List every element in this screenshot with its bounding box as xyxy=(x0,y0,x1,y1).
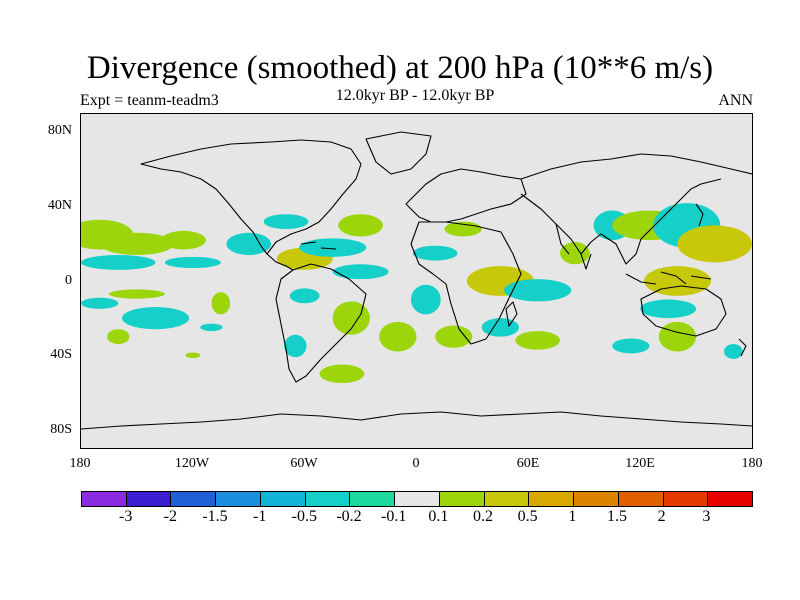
colorbar-swatch xyxy=(126,492,172,506)
divergence-contour-cyan xyxy=(263,214,309,230)
colorbar-label: -0.5 xyxy=(291,508,317,525)
divergence-contour-cyan xyxy=(481,318,520,337)
divergence-contour-green xyxy=(338,214,383,237)
divergence-contour-cyan xyxy=(284,334,307,358)
coast-new-zealand xyxy=(738,338,747,357)
colorbar-label: -1.5 xyxy=(202,508,228,525)
colorbar-swatch xyxy=(216,492,261,506)
x-tick-label: 120E xyxy=(625,456,655,471)
coast-india xyxy=(555,223,592,270)
coastlines xyxy=(81,131,752,430)
divergence-contour-green xyxy=(332,301,370,335)
divergence-contour-cyan xyxy=(412,245,458,261)
colorbar-swatch xyxy=(618,492,664,506)
y-tick-label: 0 xyxy=(65,273,72,288)
colorbar-label: 1 xyxy=(568,508,577,525)
coast-asia xyxy=(520,153,752,265)
divergence-contour-green xyxy=(108,289,165,299)
colorbar-swatch xyxy=(171,492,217,506)
coast-north-america xyxy=(140,139,362,255)
colorbar-label: 0.2 xyxy=(473,508,493,525)
colorbar-swatch xyxy=(82,492,127,506)
x-tick-label: 60E xyxy=(516,456,540,471)
x-tick-label: 180 xyxy=(741,456,763,471)
colorbar-swatch xyxy=(305,492,351,506)
divergence-contour-green xyxy=(185,352,201,359)
coast-central-america xyxy=(266,253,294,271)
experiment-label: Expt = teanm-teadm3 xyxy=(80,92,219,109)
y-tick-label: 40N xyxy=(47,198,72,213)
divergence-contour-cyan xyxy=(289,288,320,304)
colorbar-label: -0.2 xyxy=(336,508,362,525)
divergence-contour-yellow xyxy=(677,225,752,263)
coast-antarctica xyxy=(81,411,752,430)
colorbar-label: -0.1 xyxy=(380,508,407,525)
coast-caribbean xyxy=(300,241,337,250)
divergence-contour-green xyxy=(379,321,417,352)
colorbar-label: 3 xyxy=(702,508,711,525)
colorbar-label: 1.5 xyxy=(607,508,627,525)
colorbar-label: -2 xyxy=(163,508,177,525)
colorbar-swatch xyxy=(663,492,709,506)
period-label: ANN xyxy=(718,92,753,109)
coast-south-america xyxy=(275,263,367,383)
divergence-contour-green xyxy=(107,329,130,345)
divergence-contour-cyan xyxy=(612,338,650,354)
colorbar-label: 0.1 xyxy=(428,508,449,525)
divergence-contour-green xyxy=(319,364,365,384)
x-tick-label: 120W xyxy=(174,456,210,471)
divergence-contour-cyan xyxy=(200,323,223,332)
colorbar-swatch xyxy=(350,492,396,506)
divergence-contour-cyan xyxy=(640,299,697,319)
divergence-contour-cyan xyxy=(122,306,190,330)
divergence-contour-cyan xyxy=(332,264,389,280)
x-tick-label: 0 xyxy=(412,456,420,471)
coast-indonesia xyxy=(625,271,712,285)
coast-australia xyxy=(640,285,727,337)
map-plot xyxy=(81,114,752,448)
colorbar-label: 0.5 xyxy=(517,508,538,525)
colorbar-swatch xyxy=(708,492,753,506)
colorbar-swatch xyxy=(529,492,575,506)
divergence-contour-cyan xyxy=(81,297,119,309)
colorbar-swatch xyxy=(484,492,530,506)
map-frame xyxy=(80,113,753,449)
divergence-contour-cyan xyxy=(724,344,743,359)
colorbar-label: -1 xyxy=(252,508,267,525)
divergence-contour-cyan xyxy=(410,284,441,315)
coast-madagascar xyxy=(505,301,518,327)
divergence-contour-yellow xyxy=(643,266,711,296)
divergence-contour-green xyxy=(435,325,473,348)
y-tick-label: 40S xyxy=(50,347,72,362)
colorbar-swatch xyxy=(439,492,485,506)
colorbar xyxy=(81,491,753,507)
coast-africa xyxy=(410,221,522,345)
coast-greenland xyxy=(365,131,432,175)
coast-japan xyxy=(695,203,704,227)
y-tick-label: 80S xyxy=(50,422,72,437)
divergence-contour-cyan xyxy=(226,232,272,256)
divergence-contour-green xyxy=(99,232,175,256)
divergence-contour-cyan xyxy=(299,238,367,257)
divergence-contour-green xyxy=(515,331,561,350)
colorbar-swatch xyxy=(574,492,619,506)
x-tick-label: 180 xyxy=(69,456,91,471)
colorbar-swatch xyxy=(395,492,440,506)
colorbar-label: -3 xyxy=(118,508,133,525)
divergence-contour-cyan xyxy=(81,255,156,270)
divergence-contour-green xyxy=(658,321,697,352)
x-tick-label: 60W xyxy=(290,456,318,471)
chart-title: Divergence (smoothed) at 200 hPa (10**6 … xyxy=(86,50,714,86)
colorbar-swatch xyxy=(260,492,306,506)
colorbar-label: 2 xyxy=(657,508,666,525)
divergence-contour-cyan xyxy=(504,279,572,302)
divergence-contour-green xyxy=(211,292,231,315)
chart-subtitle: 12.0kyr BP - 12.0kyr BP xyxy=(335,87,495,104)
y-tick-label: 80N xyxy=(47,123,72,138)
divergence-field xyxy=(81,203,752,384)
divergence-contour-green xyxy=(161,230,206,250)
divergence-contour-cyan xyxy=(164,256,221,269)
